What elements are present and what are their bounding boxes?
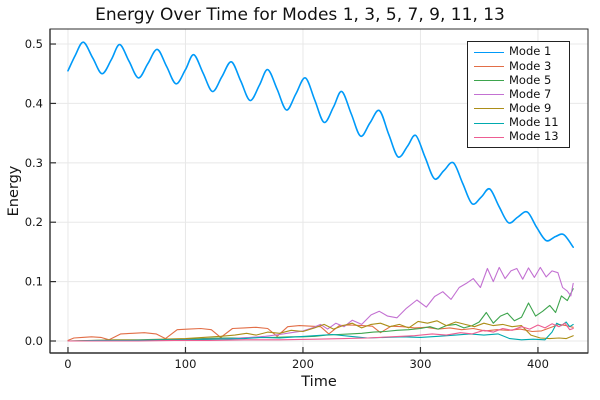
- series-line-mode-1: [67, 41, 574, 248]
- series-line-mode-7: [67, 266, 574, 342]
- legend-item: Mode 9: [468, 102, 569, 116]
- y-tick-label: 0.0: [25, 334, 43, 348]
- legend-line-swatch: [474, 65, 504, 67]
- x-tick-label: 400: [527, 357, 549, 371]
- legend-label: Mode 1: [509, 44, 552, 59]
- legend-label: Mode 7: [509, 86, 552, 101]
- series-line-mode-3: [67, 323, 574, 341]
- series-group: [67, 41, 574, 342]
- legend-item: Mode 7: [468, 88, 569, 102]
- legend-label: Mode 5: [509, 72, 552, 87]
- legend-label: Mode 13: [509, 129, 559, 144]
- legend-line-swatch: [474, 136, 504, 138]
- y-axis-title: Energy: [6, 165, 22, 217]
- legend-item: Mode 11: [468, 116, 569, 130]
- legend-line-swatch: [474, 108, 504, 110]
- legend-label: Mode 11: [509, 115, 559, 130]
- legend-label: Mode 9: [509, 101, 552, 116]
- legend-item: Mode 1: [468, 45, 569, 59]
- series-line-mode-13: [67, 322, 574, 342]
- x-axis-title: Time: [301, 374, 337, 390]
- chart-title: Energy Over Time for Modes 1, 3, 5, 7, 9…: [95, 5, 505, 25]
- y-tick-label: 0.3: [25, 156, 43, 170]
- legend-line-swatch: [474, 79, 504, 81]
- legend-line-swatch: [474, 94, 504, 96]
- x-tick-label: 300: [409, 357, 431, 371]
- x-tick-label: 100: [174, 357, 196, 371]
- x-tick-label: 0: [64, 357, 71, 371]
- legend-item: Mode 13: [468, 130, 569, 144]
- series-line-mode-5: [67, 288, 574, 342]
- legend-box: Mode 1 Mode 3 Mode 5 Mode 7 Mode 9 Mode 11 Mod…: [467, 41, 570, 149]
- y-tick-label: 0.5: [25, 37, 43, 51]
- legend-label: Mode 3: [509, 58, 552, 73]
- series-line-mode-11: [67, 321, 574, 342]
- legend-line-swatch: [474, 51, 504, 53]
- series-line-mode-9: [67, 320, 574, 342]
- legend-item: Mode 5: [468, 73, 569, 87]
- x-tick-label: 200: [292, 357, 314, 371]
- y-tick-label: 0.4: [25, 96, 43, 110]
- y-tick-label: 0.2: [25, 215, 43, 229]
- legend-item: Mode 3: [468, 59, 569, 73]
- legend-line-swatch: [474, 122, 504, 124]
- y-tick-label: 0.1: [25, 275, 43, 289]
